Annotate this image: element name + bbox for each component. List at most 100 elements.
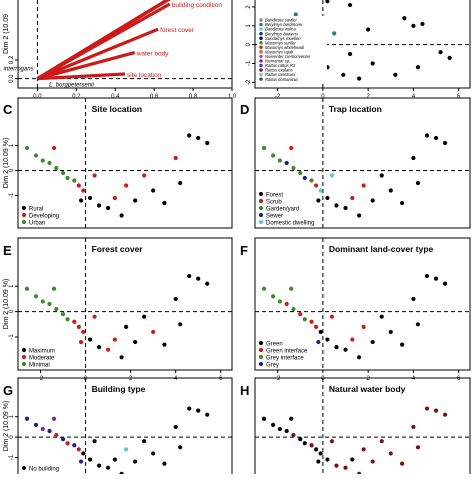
data-point xyxy=(366,27,371,32)
legend-swatch xyxy=(259,72,263,77)
legend-swatch xyxy=(258,340,264,346)
data-point xyxy=(187,273,192,279)
data-point xyxy=(357,76,362,81)
data-point xyxy=(40,158,45,163)
data-point xyxy=(393,72,398,77)
panel-frame-A xyxy=(17,0,233,89)
data-point xyxy=(325,0,330,4)
data-point xyxy=(298,170,303,176)
data-point xyxy=(370,339,375,345)
data-point xyxy=(347,51,353,57)
data-point xyxy=(318,188,323,193)
legend-label: Maxomys whiteheadi xyxy=(265,45,305,50)
x-tick-label: 4 xyxy=(174,376,178,382)
legend-swatch xyxy=(259,18,263,22)
data-point xyxy=(298,437,303,442)
legend-background xyxy=(257,16,327,82)
legend-swatch xyxy=(21,205,27,211)
data-point xyxy=(162,342,167,347)
data-point xyxy=(291,306,296,312)
data-point xyxy=(370,459,375,464)
data-point xyxy=(316,339,321,345)
data-point xyxy=(76,447,81,452)
legend-label: Urban xyxy=(29,220,45,226)
data-point xyxy=(443,412,448,417)
biplot-vector-label: site location xyxy=(127,72,162,79)
legend-label: Berylmys berdmorei xyxy=(265,22,303,27)
panel-frame-B xyxy=(254,0,471,89)
data-point xyxy=(347,2,353,8)
y-tick-label: 0.2 xyxy=(9,55,15,64)
legend-label: Maxomys rajah xyxy=(265,49,294,54)
data-point xyxy=(60,437,66,442)
data-point xyxy=(78,198,84,203)
data-point xyxy=(325,195,330,201)
data-point xyxy=(415,322,421,327)
data-point xyxy=(309,319,314,324)
panel-frame-D xyxy=(254,97,471,229)
data-point xyxy=(329,439,335,444)
data-point xyxy=(350,195,355,201)
data-point xyxy=(60,170,66,176)
biplot-vector-label: rodent species xyxy=(176,0,219,2)
legend-label: Scrub xyxy=(266,199,282,205)
data-point xyxy=(341,72,346,77)
biplot-vector xyxy=(36,2,171,81)
data-point xyxy=(415,65,421,70)
data-point xyxy=(51,145,57,151)
data-point xyxy=(33,153,39,158)
data-point xyxy=(119,213,124,218)
data-point xyxy=(72,443,77,448)
x-tick-label: 4 xyxy=(412,376,416,382)
data-point xyxy=(106,347,111,352)
legend-label: Rattus rattus R3 xyxy=(265,63,296,68)
data-point xyxy=(325,457,330,462)
panel-letter: E xyxy=(3,243,12,258)
legend-swatch xyxy=(259,45,263,49)
legend-swatch xyxy=(21,361,27,367)
panel-letter: D xyxy=(240,102,249,117)
y-tick-label: 0 xyxy=(9,435,15,439)
panel-title: Dominant land-cover type xyxy=(329,244,434,254)
data-point xyxy=(65,175,70,181)
legend-label: Rural xyxy=(29,206,43,212)
x-tick-label: 2 xyxy=(366,376,370,382)
legend-label: Sundamys muelleri xyxy=(265,36,302,41)
data-point xyxy=(318,329,323,335)
legend-label: Bandicota indica xyxy=(265,27,296,32)
data-point xyxy=(284,428,289,434)
x-tick-label: 4 xyxy=(412,94,416,100)
legend-label: Maxomys surifer xyxy=(265,40,296,45)
data-point xyxy=(142,173,147,178)
legend-swatch xyxy=(258,361,264,367)
data-point xyxy=(54,432,59,438)
data-point xyxy=(289,286,294,291)
data-point xyxy=(388,188,393,193)
data-point xyxy=(151,188,156,193)
data-point xyxy=(289,416,294,421)
data-point xyxy=(388,329,393,335)
data-point xyxy=(261,286,267,291)
data-point xyxy=(357,355,362,360)
data-point xyxy=(293,12,298,17)
data-point xyxy=(196,276,201,281)
legend-swatch xyxy=(21,212,27,218)
biplot-vector xyxy=(36,27,159,81)
y-tick-label: 0 xyxy=(9,309,15,313)
data-point xyxy=(361,324,366,329)
data-point xyxy=(112,195,117,201)
y-tick-label: 0 xyxy=(9,168,15,172)
data-point xyxy=(343,347,348,352)
data-point xyxy=(162,461,167,466)
data-point xyxy=(350,457,355,462)
data-point xyxy=(289,145,294,151)
species-label: L. borgpetersenii xyxy=(49,82,94,88)
data-point xyxy=(314,324,319,329)
data-point xyxy=(119,355,124,360)
x-tick-label: 0.2 xyxy=(72,94,81,100)
data-point xyxy=(277,426,282,432)
data-point xyxy=(124,183,129,188)
